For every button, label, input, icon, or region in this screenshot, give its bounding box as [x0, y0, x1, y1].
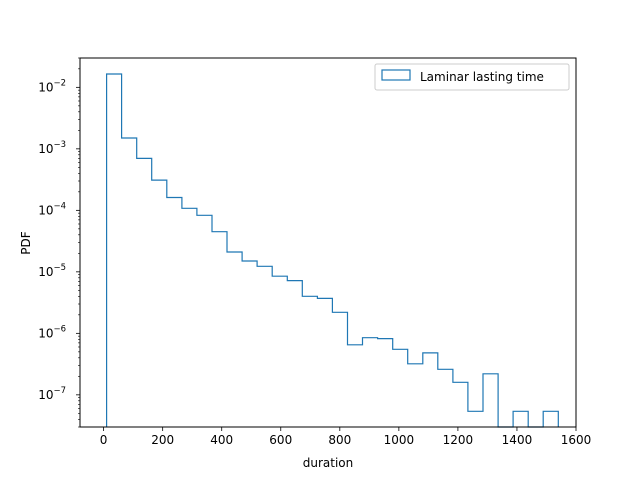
legend-label: Laminar lasting time	[420, 70, 544, 84]
y-tick-label: 10−7	[38, 386, 66, 402]
histogram-step-line	[106, 73, 559, 428]
legend-swatch	[381, 69, 411, 81]
y-tick-label: 10−5	[38, 263, 66, 279]
legend-frame	[374, 63, 570, 91]
y-tick-label: 10−2	[38, 78, 66, 94]
x-tick-label: 200	[151, 433, 174, 447]
plot-area-frame	[79, 57, 577, 428]
tick-labels: 0 200 400 600 800 1000 1200 1400 1600 10−7 10−6 10−…	[38, 78, 591, 447]
legend: Laminar lasting time	[374, 63, 570, 91]
y-axis-label: PDF	[19, 231, 33, 254]
x-tick-label: 1000	[384, 433, 415, 447]
x-tick-label: 400	[210, 433, 233, 447]
y-tick-label: 10−6	[38, 324, 66, 340]
x-tick-label: 1600	[561, 433, 592, 447]
x-tick-label: 0	[100, 433, 108, 447]
x-tick-label: 800	[328, 433, 351, 447]
y-tick-label: 10−4	[38, 201, 66, 217]
x-tick-label: 1200	[443, 433, 474, 447]
x-tick-label: 600	[269, 433, 292, 447]
y-tick-label: 10−3	[38, 140, 66, 156]
x-axis-label: duration	[303, 456, 354, 470]
x-tick-label: 1400	[502, 433, 533, 447]
axis-ticks	[76, 86, 577, 431]
